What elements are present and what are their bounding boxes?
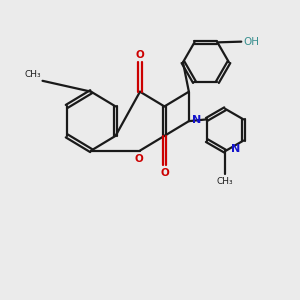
Text: O: O (134, 154, 143, 164)
Text: O: O (160, 168, 169, 178)
Text: N: N (192, 115, 202, 125)
Text: OH: OH (243, 37, 259, 46)
Text: CH₃: CH₃ (24, 70, 41, 79)
Text: CH₃: CH₃ (217, 177, 233, 186)
Text: O: O (136, 50, 144, 60)
Text: N: N (231, 143, 241, 154)
